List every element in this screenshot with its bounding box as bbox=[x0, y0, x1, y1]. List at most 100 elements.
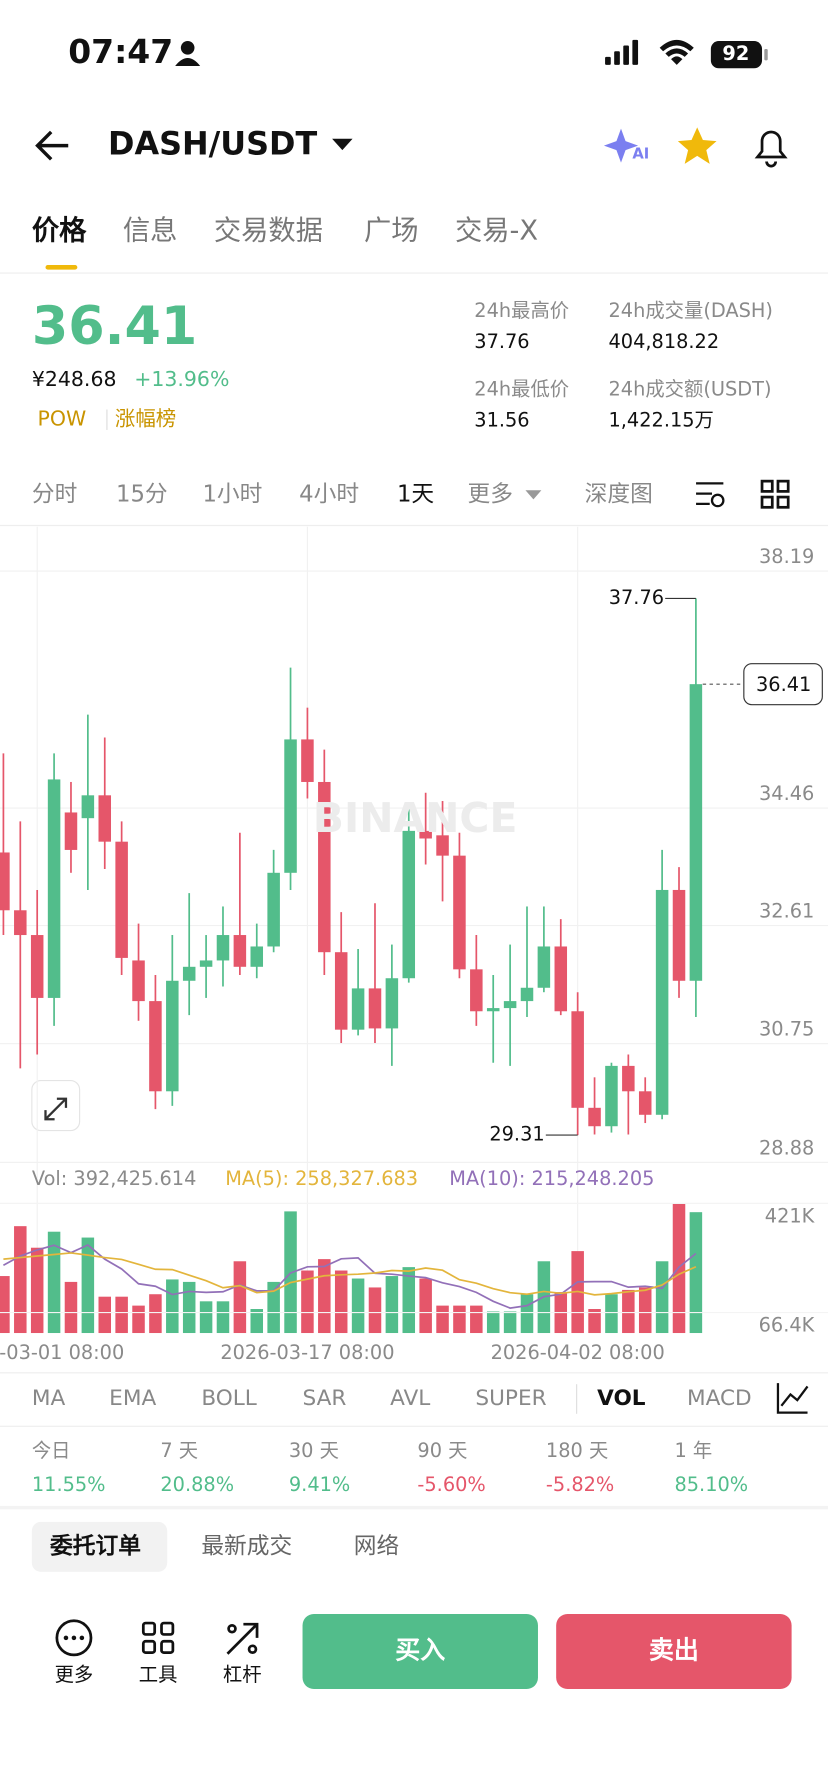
indicator-tab[interactable]: EMA bbox=[109, 1386, 156, 1411]
x-tick-label: 2026-04-02 08:00 bbox=[491, 1341, 665, 1364]
volume-bar bbox=[115, 1296, 128, 1334]
tab[interactable]: 广场 bbox=[364, 216, 419, 247]
volume-bar bbox=[132, 1305, 145, 1334]
candle-body bbox=[655, 889, 669, 1115]
volume-bar bbox=[689, 1212, 703, 1334]
stat-label: 24h成交额(USDT) bbox=[608, 378, 771, 401]
indicator-tab[interactable]: MA bbox=[32, 1386, 66, 1411]
tab[interactable]: 交易-X bbox=[455, 216, 538, 247]
candle-body bbox=[301, 739, 314, 782]
star-icon[interactable] bbox=[677, 127, 717, 164]
indicator-tab[interactable]: MACD bbox=[687, 1386, 752, 1411]
last-price: 36.41 bbox=[32, 296, 197, 357]
volume-bar bbox=[301, 1270, 314, 1334]
tab[interactable]: 交易数据 bbox=[214, 216, 323, 247]
bell-icon[interactable] bbox=[754, 130, 788, 168]
volume-bar bbox=[436, 1305, 449, 1334]
more-icon[interactable] bbox=[55, 1619, 93, 1657]
period-label: 今日 bbox=[32, 1439, 71, 1462]
candle-body bbox=[166, 980, 179, 1092]
volume-bar bbox=[233, 1261, 247, 1334]
last-price-label: 36.41 bbox=[756, 673, 811, 696]
volume-bar bbox=[402, 1267, 416, 1334]
indicator-icon[interactable] bbox=[776, 1383, 809, 1414]
volume-bar bbox=[520, 1294, 534, 1334]
leverage-icon[interactable] bbox=[226, 1622, 259, 1655]
candle-body bbox=[334, 952, 348, 1030]
high-label: 37.76 bbox=[609, 586, 664, 609]
interval-tab[interactable]: 更多 bbox=[467, 481, 512, 507]
pair-caret[interactable] bbox=[332, 138, 353, 151]
ai-icon[interactable]: AI bbox=[603, 128, 649, 163]
volume-bar bbox=[655, 1261, 669, 1334]
volume-bar bbox=[351, 1278, 365, 1334]
tab[interactable]: 价格 bbox=[32, 216, 87, 247]
interval-tab[interactable]: 深度图 bbox=[585, 481, 653, 507]
buy-button[interactable] bbox=[302, 1613, 538, 1690]
candle-body bbox=[453, 855, 466, 970]
candle-body bbox=[419, 830, 432, 839]
candle-body bbox=[588, 1107, 601, 1127]
indicator-tab[interactable]: BOLL bbox=[201, 1386, 257, 1411]
candle-body bbox=[182, 966, 196, 981]
candle-body bbox=[503, 1001, 517, 1009]
period-label: 7 天 bbox=[160, 1439, 198, 1462]
tab[interactable]: 信息 bbox=[123, 216, 178, 247]
last-price-box bbox=[743, 663, 823, 706]
sell-button[interactable] bbox=[556, 1613, 792, 1690]
tool-icon[interactable] bbox=[141, 1621, 175, 1654]
back-icon[interactable] bbox=[35, 130, 69, 161]
sell-label: 卖出 bbox=[649, 1635, 699, 1664]
interval-tab[interactable]: 4小时 bbox=[299, 481, 359, 507]
tool-label: 更多 bbox=[55, 1663, 94, 1686]
clock: 07:47 bbox=[68, 32, 173, 71]
tab-indicator bbox=[45, 265, 78, 270]
stat-value: 31.56 bbox=[474, 408, 529, 431]
order-tab[interactable]: 最新成交 bbox=[201, 1533, 292, 1559]
indicator-tab[interactable]: VOL bbox=[597, 1386, 646, 1411]
interval-tab[interactable]: 1小时 bbox=[202, 481, 262, 507]
volume-bar bbox=[368, 1287, 382, 1334]
ma-line bbox=[3, 1243, 697, 1309]
order-tab[interactable]: 委托订单 bbox=[49, 1533, 141, 1559]
volume-bar bbox=[318, 1259, 331, 1334]
interval-tab[interactable]: 1天 bbox=[397, 481, 434, 507]
interval-tab[interactable]: 分时 bbox=[32, 481, 77, 507]
volume-bar bbox=[81, 1237, 95, 1334]
tool-label: 杠杆 bbox=[223, 1663, 262, 1686]
volume-bar bbox=[47, 1231, 61, 1334]
divider bbox=[0, 1505, 828, 1510]
candle-body bbox=[672, 889, 686, 981]
candle-body bbox=[368, 988, 382, 1029]
stat-label: 24h最高价 bbox=[474, 299, 569, 322]
more-caret[interactable] bbox=[525, 490, 542, 500]
period-change: 9.41% bbox=[289, 1473, 350, 1496]
volume-bar bbox=[199, 1301, 213, 1334]
expand-icon[interactable] bbox=[31, 1079, 81, 1132]
candle-body bbox=[318, 781, 331, 953]
settings-icon[interactable] bbox=[696, 482, 725, 508]
volume-bar bbox=[166, 1279, 179, 1334]
volume-legend: MA(10): 215,248.205 bbox=[449, 1167, 654, 1190]
volume-bar bbox=[470, 1305, 483, 1334]
tag[interactable]: POW bbox=[38, 407, 87, 431]
layout-icon[interactable] bbox=[760, 479, 790, 509]
period-change: 11.55% bbox=[32, 1473, 106, 1496]
interval-tab[interactable]: 15分 bbox=[116, 481, 168, 507]
indicator-tab[interactable]: AVL bbox=[390, 1386, 430, 1411]
order-tab[interactable]: 网络 bbox=[354, 1533, 399, 1559]
stat-value: 404,818.22 bbox=[608, 330, 719, 353]
period-change: 20.88% bbox=[160, 1473, 234, 1496]
volume-bar bbox=[98, 1296, 112, 1334]
candle-body bbox=[30, 935, 44, 998]
volume-bar bbox=[250, 1309, 264, 1334]
candle-body bbox=[470, 969, 483, 1012]
indicator-tab[interactable]: SUPER bbox=[475, 1386, 546, 1411]
period-label: 30 天 bbox=[289, 1439, 339, 1462]
indicator-tab[interactable]: SAR bbox=[303, 1386, 347, 1411]
candle-body bbox=[571, 1011, 584, 1108]
tag[interactable]: 涨幅榜 bbox=[115, 407, 176, 431]
vol-tick-label: 421K bbox=[765, 1205, 816, 1228]
price-chart bbox=[0, 526, 828, 1334]
candle-body bbox=[622, 1065, 635, 1092]
